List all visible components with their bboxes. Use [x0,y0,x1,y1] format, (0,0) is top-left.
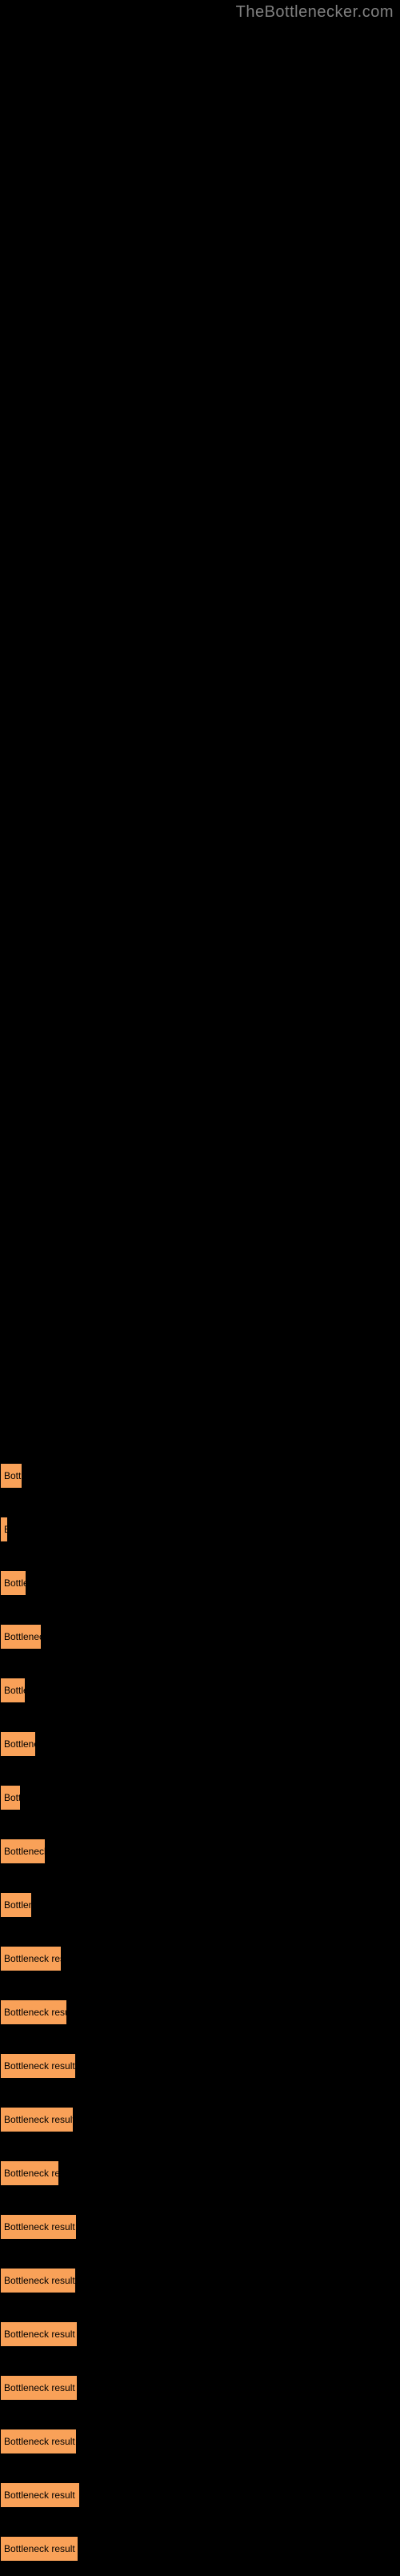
bar-row: Bottleneck result [0,2254,400,2308]
bar-chart-area: Bottl B Bottle Bottlenec Bottle Bottlene Bott B… [0,1449,400,2576]
bar: Bottl [0,1463,22,1489]
bar-row: Bottleneck result [0,2522,400,2576]
bar: B [0,1517,8,1542]
bar-row: B [0,1503,400,1557]
bar-row: Bottleneck result [0,2040,400,2093]
bar-row: Bottleneck result [0,2469,400,2522]
upper-blank-area [0,0,400,1449]
bar: Bottleneck result [0,2214,77,2240]
bar: Bott [0,1785,21,1810]
bar: Bottlene [0,1731,36,1757]
bar-row: Bottleneck result [0,2415,400,2469]
bar: Bottleneck result [0,2107,74,2132]
bar: Bottleneck re [0,2160,59,2186]
bar: Bottleneck [0,1839,46,1864]
bar-row: Bottleneck result [0,2200,400,2254]
bar-row: Bottle [0,1557,400,1610]
bar: Bottleneck result [0,2536,78,2562]
bar: Bottleneck result [0,2321,78,2347]
bar-row: Bottleneck result [0,2308,400,2361]
bar: Bottleneck resu [0,1999,67,2025]
bar-row: Bottlen [0,1879,400,1932]
bar-row: Bottleneck result [0,2093,400,2147]
bar: Bottlenec [0,1624,42,1650]
bar: Bottlen [0,1892,32,1918]
bar-row: Bottl [0,1449,400,1503]
bar-row: Bottlenec [0,1610,400,1664]
bar-row: Bottleneck [0,1825,400,1879]
watermark-text: TheBottlenecker.com [236,3,394,22]
bar: Bottleneck result [0,2375,78,2401]
bar: Bottleneck result [0,2429,77,2454]
bar-row: Bott [0,1771,400,1825]
bar-row: Bottleneck result [0,2361,400,2415]
bar: Bottle [0,1678,26,1703]
bar: Bottleneck result [0,2053,76,2079]
bar-row: Bottlene [0,1718,400,1771]
bar-row: Bottle [0,1664,400,1718]
bar-row: Bottleneck re [0,2147,400,2200]
bar: Bottle [0,1570,26,1596]
bar: Bottleneck res [0,1946,62,1971]
bar-row: Bottleneck res [0,1932,400,1986]
bar: Bottleneck result [0,2268,76,2293]
bar: Bottleneck result [0,2482,80,2508]
bar-row: Bottleneck resu [0,1986,400,2040]
